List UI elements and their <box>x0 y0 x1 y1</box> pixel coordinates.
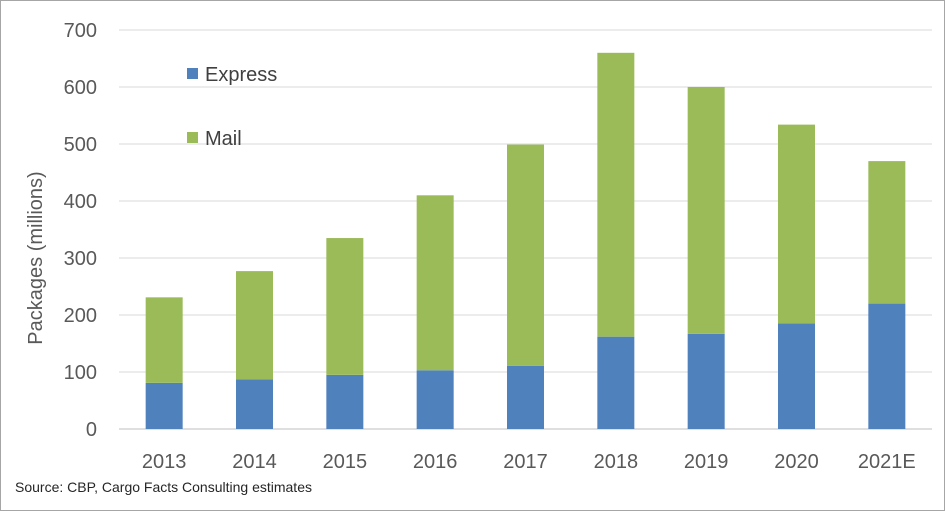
bar-mail-2017 <box>507 144 544 366</box>
y-tick-label: 200 <box>64 305 97 327</box>
bar-express-2014 <box>236 379 273 429</box>
bar-mail-2016 <box>416 195 454 371</box>
x-tick-label: 2016 <box>413 451 458 473</box>
y-tick-label: 100 <box>64 362 97 384</box>
legend-swatch-mail <box>187 132 198 143</box>
y-tick-label: 400 <box>64 191 97 213</box>
bar-mail-2015 <box>326 238 364 375</box>
x-tick-label: 2013 <box>142 451 187 473</box>
x-tick-label: 2021E <box>858 451 916 473</box>
bar-express-2017 <box>507 365 544 429</box>
y-tick-label: 700 <box>64 20 97 42</box>
x-tick-label: 2014 <box>232 451 277 473</box>
bar-mail-2013 <box>145 297 183 383</box>
bar-mail-2014 <box>236 271 273 380</box>
y-tick-label: 300 <box>64 248 97 270</box>
bar-express-2021e <box>868 303 906 429</box>
x-tick-label: 2020 <box>774 451 819 473</box>
x-tick-label: 2015 <box>323 451 368 473</box>
legend-swatch-express <box>187 68 198 79</box>
bar-mail-2019 <box>687 87 725 334</box>
bar-mail-2020 <box>778 124 815 324</box>
y-axis-ticks: 0 100 200 300 400 500 600 700 <box>64 20 97 441</box>
y-tick-label: 500 <box>64 134 97 156</box>
legend: Express Mail <box>187 64 277 150</box>
bar-express-2018 <box>597 336 635 429</box>
x-tick-label: 2017 <box>503 451 548 473</box>
x-tick-label: 2019 <box>684 451 729 473</box>
bar-express-2013 <box>145 382 183 429</box>
bar-express-2016 <box>416 370 454 429</box>
bars <box>145 52 906 429</box>
bar-express-2020 <box>778 323 815 429</box>
bar-express-2019 <box>687 333 725 429</box>
source-note: Source: CBP, Cargo Facts Consulting esti… <box>15 479 312 495</box>
legend-label-mail: Mail <box>205 128 242 150</box>
y-axis-title: Packages (millions) <box>25 171 47 344</box>
x-axis-ticks: 2013 2014 2015 2016 2017 2018 2019 2020 2021E <box>142 451 916 473</box>
y-tick-label: 0 <box>86 419 97 441</box>
x-tick-label: 2018 <box>594 451 639 473</box>
bar-mail-2018 <box>597 52 635 337</box>
y-tick-label: 600 <box>64 77 97 99</box>
legend-label-express: Express <box>205 64 277 86</box>
bar-express-2015 <box>326 374 364 429</box>
bar-mail-2021e <box>868 161 906 304</box>
